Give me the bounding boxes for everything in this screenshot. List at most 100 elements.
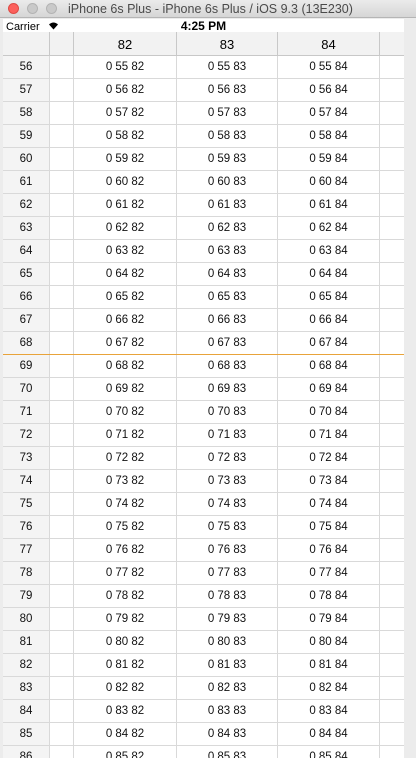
data-cell[interactable]: 0 85 84 [278, 746, 380, 758]
data-cell[interactable]: 0 62 84 [278, 217, 380, 239]
row-number-cell[interactable]: 80 [3, 608, 50, 630]
data-cell[interactable]: 0 77 82 [74, 562, 177, 584]
data-cell[interactable]: 0 56 82 [74, 79, 177, 101]
table-row[interactable]: 57 0 56 82 0 56 83 0 56 84 [3, 79, 404, 102]
row-number-cell[interactable]: 81 [3, 631, 50, 653]
data-cell[interactable]: 0 73 83 [177, 470, 278, 492]
data-cell[interactable]: 0 63 83 [177, 240, 278, 262]
data-cell[interactable]: 0 59 83 [177, 148, 278, 170]
data-cell[interactable]: 0 72 83 [177, 447, 278, 469]
data-cell[interactable]: 0 55 82 [74, 56, 177, 78]
data-cell[interactable]: 0 77 84 [278, 562, 380, 584]
table-row[interactable]: 63 0 62 82 0 62 83 0 62 84 [3, 217, 404, 240]
data-cell[interactable]: 0 57 84 [278, 102, 380, 124]
data-cell[interactable]: 0 56 84 [278, 79, 380, 101]
data-cell[interactable]: 0 81 84 [278, 654, 380, 676]
data-cell[interactable]: 0 75 84 [278, 516, 380, 538]
row-number-cell[interactable]: 62 [3, 194, 50, 216]
data-cell[interactable]: 0 72 84 [278, 447, 380, 469]
data-cell[interactable]: 0 83 84 [278, 700, 380, 722]
table-row[interactable]: 58 0 57 82 0 57 83 0 57 84 [3, 102, 404, 125]
spreadsheet-grid[interactable]: 56 0 55 82 0 55 83 0 55 84 57 0 56 82 0 56 83 0… [3, 56, 404, 758]
data-cell[interactable]: 0 66 84 [278, 309, 380, 331]
table-row[interactable]: 77 0 76 82 0 76 83 0 76 84 [3, 539, 404, 562]
row-number-cell[interactable]: 79 [3, 585, 50, 607]
row-number-cell[interactable]: 85 [3, 723, 50, 745]
data-cell[interactable]: 0 79 84 [278, 608, 380, 630]
table-row[interactable]: 62 0 61 82 0 61 83 0 61 84 [3, 194, 404, 217]
data-cell[interactable]: 0 85 83 [177, 746, 278, 758]
data-cell[interactable]: 0 85 82 [74, 746, 177, 758]
row-number-cell[interactable]: 63 [3, 217, 50, 239]
data-cell[interactable]: 0 84 84 [278, 723, 380, 745]
table-row[interactable]: 83 0 82 82 0 82 83 0 82 84 [3, 677, 404, 700]
row-number-cell[interactable]: 71 [3, 401, 50, 423]
table-row[interactable]: 86 0 85 82 0 85 83 0 85 84 [3, 746, 404, 758]
row-number-cell[interactable]: 69 [3, 355, 50, 377]
table-row[interactable]: 64 0 63 82 0 63 83 0 63 84 [3, 240, 404, 263]
data-cell[interactable]: 0 76 83 [177, 539, 278, 561]
row-number-cell[interactable]: 75 [3, 493, 50, 515]
row-number-cell[interactable]: 58 [3, 102, 50, 124]
data-cell[interactable]: 0 82 83 [177, 677, 278, 699]
row-number-cell[interactable]: 56 [3, 56, 50, 78]
data-cell[interactable]: 0 81 83 [177, 654, 278, 676]
data-cell[interactable]: 0 84 82 [74, 723, 177, 745]
data-cell[interactable]: 0 70 84 [278, 401, 380, 423]
close-window-button[interactable] [8, 3, 19, 14]
data-cell[interactable]: 0 79 83 [177, 608, 278, 630]
data-cell[interactable]: 0 61 82 [74, 194, 177, 216]
data-cell[interactable]: 0 68 82 [74, 355, 177, 377]
row-number-cell[interactable]: 67 [3, 309, 50, 331]
table-row[interactable]: 78 0 77 82 0 77 83 0 77 84 [3, 562, 404, 585]
data-cell[interactable]: 0 56 83 [177, 79, 278, 101]
row-number-cell[interactable]: 60 [3, 148, 50, 170]
data-cell[interactable]: 0 75 83 [177, 516, 278, 538]
data-cell[interactable]: 0 69 84 [278, 378, 380, 400]
data-cell[interactable]: 0 68 84 [278, 355, 380, 377]
table-row[interactable]: 74 0 73 82 0 73 83 0 73 84 [3, 470, 404, 493]
data-cell[interactable]: 0 60 83 [177, 171, 278, 193]
row-number-cell[interactable]: 82 [3, 654, 50, 676]
data-cell[interactable]: 0 58 83 [177, 125, 278, 147]
table-row[interactable]: 81 0 80 82 0 80 83 0 80 84 [3, 631, 404, 654]
table-row[interactable]: 82 0 81 82 0 81 83 0 81 84 [3, 654, 404, 677]
data-cell[interactable]: 0 66 83 [177, 309, 278, 331]
data-cell[interactable]: 0 72 82 [74, 447, 177, 469]
table-row[interactable]: 79 0 78 82 0 78 83 0 78 84 [3, 585, 404, 608]
data-cell[interactable]: 0 55 83 [177, 56, 278, 78]
data-cell[interactable]: 0 73 82 [74, 470, 177, 492]
data-cell[interactable]: 0 59 82 [74, 148, 177, 170]
data-cell[interactable]: 0 55 84 [278, 56, 380, 78]
data-cell[interactable]: 0 62 82 [74, 217, 177, 239]
table-row[interactable]: 67 0 66 82 0 66 83 0 66 84 [3, 309, 404, 332]
data-cell[interactable]: 0 76 82 [74, 539, 177, 561]
data-cell[interactable]: 0 59 84 [278, 148, 380, 170]
data-cell[interactable]: 0 60 84 [278, 171, 380, 193]
data-cell[interactable]: 0 74 82 [74, 493, 177, 515]
data-cell[interactable]: 0 65 83 [177, 286, 278, 308]
data-cell[interactable]: 0 57 82 [74, 102, 177, 124]
data-cell[interactable]: 0 62 83 [177, 217, 278, 239]
data-cell[interactable]: 0 65 84 [278, 286, 380, 308]
table-row[interactable]: 61 0 60 82 0 60 83 0 60 84 [3, 171, 404, 194]
data-cell[interactable]: 0 67 82 [74, 332, 177, 354]
data-cell[interactable]: 0 69 82 [74, 378, 177, 400]
data-cell[interactable]: 0 64 83 [177, 263, 278, 285]
row-number-cell[interactable]: 61 [3, 171, 50, 193]
data-cell[interactable]: 0 63 84 [278, 240, 380, 262]
column-header-84[interactable]: 84 [278, 32, 380, 55]
data-cell[interactable]: 0 75 82 [74, 516, 177, 538]
data-cell[interactable]: 0 78 82 [74, 585, 177, 607]
data-cell[interactable]: 0 73 84 [278, 470, 380, 492]
data-cell[interactable]: 0 76 84 [278, 539, 380, 561]
row-number-cell[interactable]: 66 [3, 286, 50, 308]
data-cell[interactable]: 0 84 83 [177, 723, 278, 745]
row-number-cell[interactable]: 76 [3, 516, 50, 538]
data-cell[interactable]: 0 80 84 [278, 631, 380, 653]
data-cell[interactable]: 0 67 84 [278, 332, 380, 354]
data-cell[interactable]: 0 77 83 [177, 562, 278, 584]
data-cell[interactable]: 0 78 84 [278, 585, 380, 607]
data-cell[interactable]: 0 83 82 [74, 700, 177, 722]
table-row[interactable]: 76 0 75 82 0 75 83 0 75 84 [3, 516, 404, 539]
